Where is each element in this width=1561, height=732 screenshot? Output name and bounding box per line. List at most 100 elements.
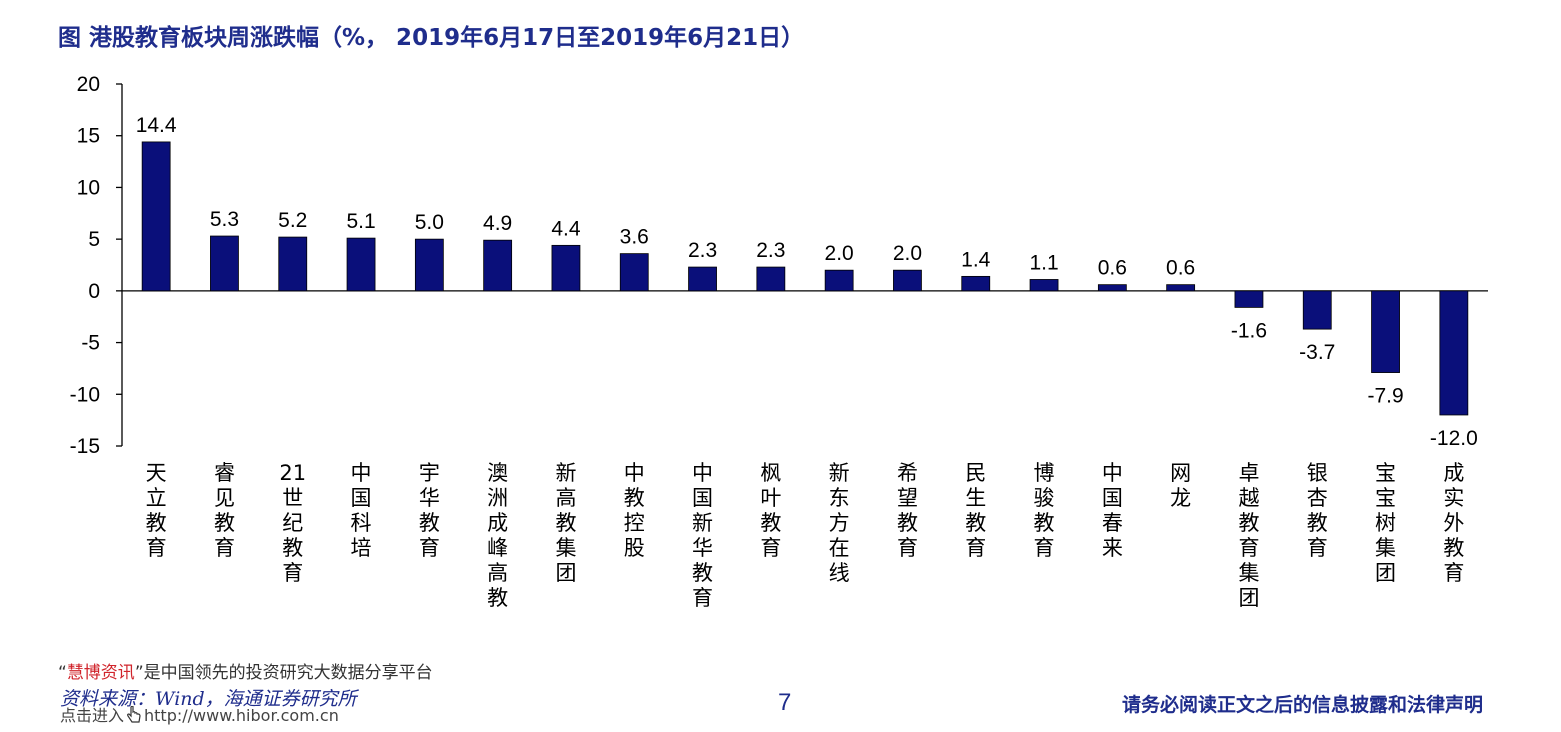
category-label: 实 [1443, 486, 1464, 510]
category-label: 集 [555, 536, 576, 560]
data-label: 0.6 [1166, 257, 1195, 280]
watermark-link-prefix: 点击进入 [60, 706, 125, 725]
y-tick-label: -15 [70, 435, 100, 458]
category-label: 育 [1443, 561, 1464, 585]
category-label: 睿 [214, 461, 235, 485]
category-label: 见 [214, 486, 235, 510]
category-label: 教 [624, 486, 645, 510]
category-label: 龙 [1170, 486, 1191, 510]
category-label: 集 [1238, 561, 1259, 585]
category-label: 华 [692, 536, 713, 560]
category-label: 中 [692, 461, 713, 485]
data-label: 4.9 [483, 212, 512, 235]
watermark-link-line[interactable]: 点击进入 http://www.hibor.com.cn [60, 702, 339, 728]
data-label: 5.2 [278, 209, 307, 232]
category-label: 希 [897, 461, 918, 485]
bar-6 [483, 239, 513, 292]
y-tick-label: 20 [77, 73, 100, 96]
category-label: 叶 [760, 486, 781, 510]
category-label: 高 [555, 486, 576, 510]
chart-title: 图 港股教育板块周涨跌幅（%， 2019年6月17日至2019年6月21日） [58, 25, 805, 51]
y-tick-label: 5 [88, 228, 100, 251]
data-label: 5.1 [346, 210, 375, 233]
category-label: 教 [760, 511, 781, 535]
category-label: 育 [146, 536, 167, 560]
category-label: 望 [897, 486, 918, 510]
hand-pointer-icon [126, 704, 142, 728]
category-label: 育 [1307, 536, 1328, 560]
category-label: 中 [351, 461, 372, 485]
category-label: 成 [487, 511, 508, 535]
y-tick-label: 0 [88, 280, 100, 303]
category-label: 教 [214, 511, 235, 535]
category-label: 方 [829, 511, 850, 535]
category-label: 高 [487, 561, 508, 585]
bar-10 [756, 266, 786, 292]
category-label: 科 [351, 511, 372, 535]
category-label: 教 [282, 536, 303, 560]
y-tick-label: 10 [77, 176, 100, 199]
bar-17 [1234, 290, 1264, 308]
category-label: 华 [419, 486, 440, 510]
data-label: 14.4 [136, 114, 177, 137]
category-label: 中 [624, 461, 645, 485]
bar-2 [210, 235, 239, 292]
data-label: 5.3 [210, 208, 239, 231]
data-label: 0.6 [1098, 257, 1127, 280]
category-label: 育 [692, 586, 713, 610]
bar-5 [414, 238, 444, 292]
category-label: 教 [419, 511, 440, 535]
category-label: 新 [692, 511, 713, 535]
category-label: 中 [1102, 461, 1123, 485]
category-label: 卓 [1238, 461, 1259, 485]
bar-13 [961, 275, 991, 292]
category-label: 育 [282, 561, 303, 585]
bar-4 [346, 237, 376, 292]
watermark-link[interactable]: http://www.hibor.com.cn [144, 706, 339, 725]
data-label: -7.9 [1367, 385, 1403, 408]
category-label: 枫 [760, 461, 781, 485]
data-label: 1.1 [1029, 251, 1058, 274]
category-label: 澳 [487, 461, 508, 485]
data-label: 1.4 [961, 248, 991, 271]
page-number: 7 [778, 689, 792, 716]
category-label: 团 [555, 561, 576, 585]
category-label: 峰 [487, 536, 508, 560]
category-label: 成 [1443, 461, 1464, 485]
source-note: 资料来源：Wind，海通证券研究所 [60, 688, 357, 710]
category-label: 银 [1307, 461, 1328, 485]
category-label: 育 [760, 536, 781, 560]
watermark-quote-close: ” [134, 663, 144, 683]
category-label: 育 [1238, 536, 1259, 560]
bar-18 [1302, 290, 1332, 330]
data-label: 4.4 [551, 217, 581, 240]
category-label: 教 [1034, 511, 1055, 535]
category-label: 教 [692, 561, 713, 585]
category-label: 新 [555, 461, 576, 485]
bar-7 [551, 244, 581, 292]
category-label: 外 [1443, 511, 1464, 535]
category-label: 育 [1034, 536, 1055, 560]
category-label: 育 [214, 536, 235, 560]
category-label: 教 [1307, 511, 1328, 535]
category-label: 育 [897, 536, 918, 560]
category-label: 教 [1443, 536, 1464, 560]
bar-20 [1439, 290, 1469, 416]
category-label: 网 [1170, 461, 1191, 485]
category-label: 纪 [282, 511, 303, 535]
category-label: 教 [487, 586, 508, 610]
bar-15 [1097, 284, 1127, 292]
category-label: 民 [965, 461, 986, 485]
bar-11 [824, 269, 854, 292]
category-label: 生 [965, 486, 986, 510]
bar-12 [893, 269, 922, 292]
bar-8 [619, 253, 649, 292]
category-label: 集 [1375, 536, 1396, 560]
watermark-text: 是中国领先的投资研究大数据分享平台 [143, 663, 433, 683]
category-label: 股 [624, 536, 645, 560]
disclaimer-note: 请务必阅读正文之后的信息披露和法律声明 [1121, 694, 1483, 716]
category-label: 立 [146, 486, 167, 510]
category-label: 国 [351, 486, 372, 510]
bar-14 [1029, 279, 1059, 292]
